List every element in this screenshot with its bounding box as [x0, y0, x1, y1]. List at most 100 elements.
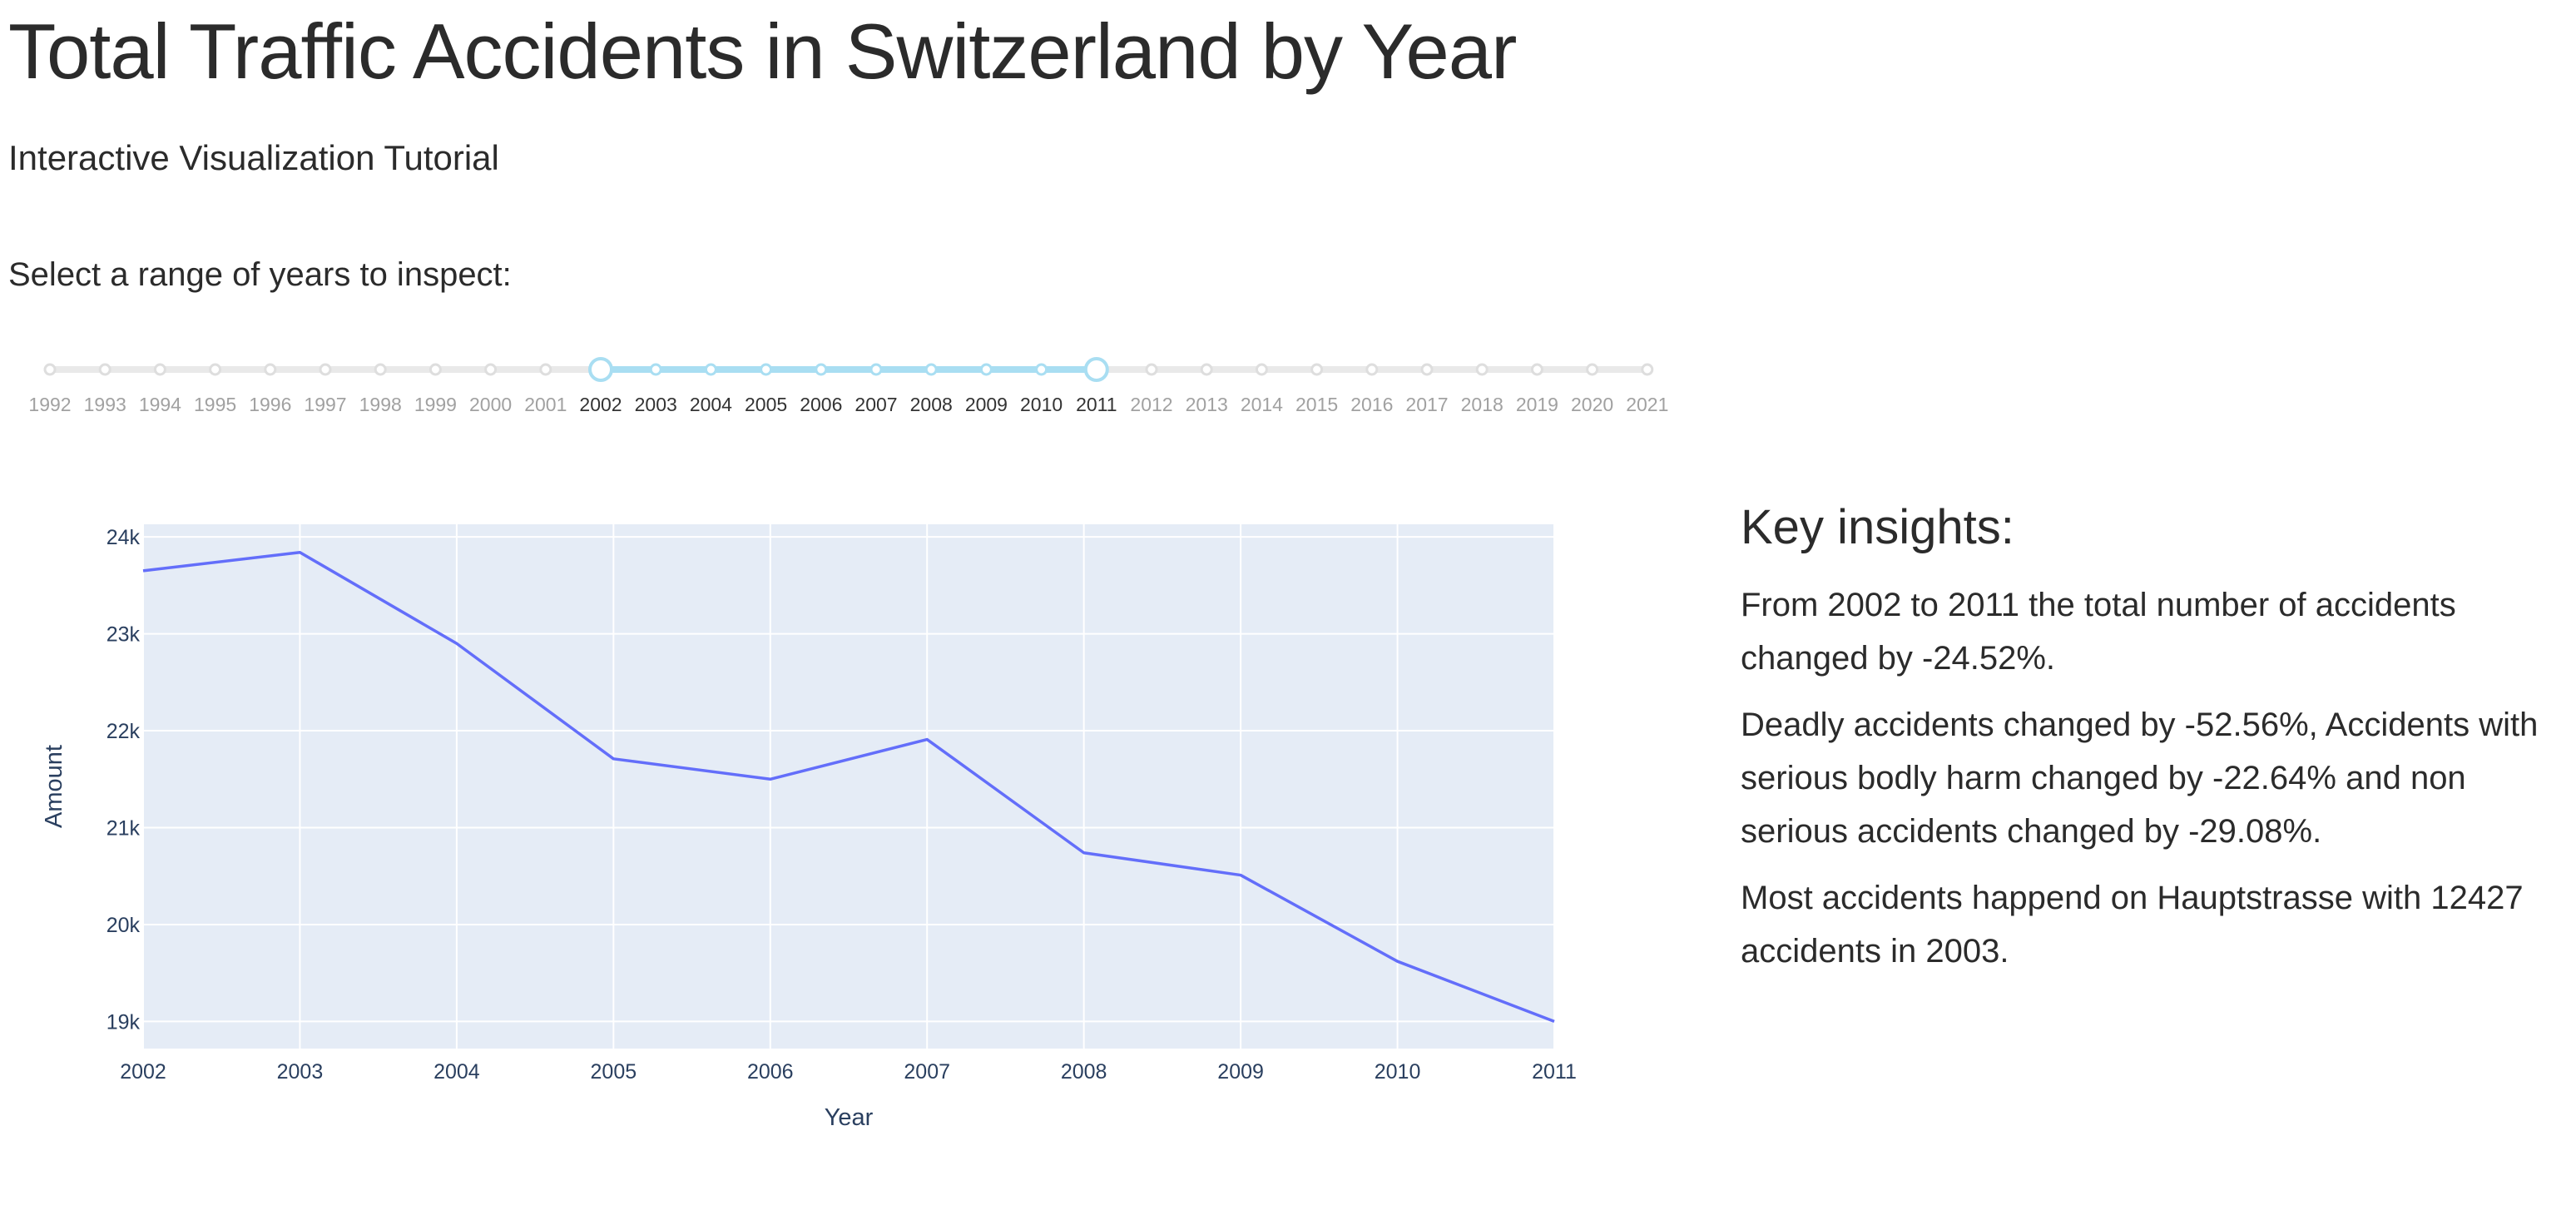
slider-dot-2019[interactable] [1530, 363, 1543, 376]
x-tick-label: 2010 [1375, 1060, 1421, 1084]
x-tick-label: 2011 [1532, 1060, 1577, 1084]
slider-dot-2015[interactable] [1310, 363, 1324, 376]
slider-year-label-2013[interactable]: 2013 [1186, 394, 1228, 415]
slider-year-label-2010[interactable]: 2010 [1020, 394, 1063, 415]
page-subtitle: Interactive Visualization Tutorial [8, 138, 499, 177]
insight-total-change: From 2002 to 2011 the total number of ac… [1741, 587, 2456, 677]
slider-year-label-2021[interactable]: 2021 [1626, 394, 1668, 415]
slider-dot-2004[interactable] [704, 363, 717, 376]
slider-year-label-1997[interactable]: 1997 [304, 394, 346, 415]
slider-year-label-2002[interactable]: 2002 [579, 394, 622, 415]
insights-heading: Key insights: [1741, 500, 2014, 554]
slider-year-label-2001[interactable]: 2001 [524, 394, 567, 415]
slider-dot-2001[interactable] [539, 363, 552, 376]
data-point-2009[interactable] [1238, 873, 1243, 878]
slider-dot-2005[interactable] [760, 363, 773, 376]
data-point-2006[interactable] [768, 776, 773, 781]
insight-severity-change: Deadly accidents changed by -52.56%, Acc… [1741, 707, 2539, 850]
slider-year-label-1993[interactable]: 1993 [84, 394, 126, 415]
slider-year-label-2015[interactable]: 2015 [1295, 394, 1338, 415]
data-point-2007[interactable] [924, 737, 929, 742]
y-axis-label: Amount [41, 745, 67, 828]
slider-dot-1996[interactable] [264, 363, 277, 376]
slider-dot-2021[interactable] [1641, 363, 1654, 376]
y-tick-label: 24k [107, 526, 141, 549]
slider-year-label-2017[interactable]: 2017 [1405, 394, 1448, 415]
accidents-line-chart[interactable]: 19k 20k 21k 22k 23k 24k 2002 2003 2004 2005 2006 20… [0, 483, 1598, 1132]
slider-year-label-1996[interactable]: 1996 [249, 394, 291, 415]
slider-dot-2008[interactable] [924, 363, 938, 376]
x-tick-label: 2005 [591, 1060, 637, 1084]
slider-year-label-2012[interactable]: 2012 [1130, 394, 1172, 415]
data-point-2005[interactable] [611, 756, 616, 761]
slider-year-label-2011[interactable]: 2011 [1076, 394, 1117, 415]
slider-year-label-1998[interactable]: 1998 [359, 394, 402, 415]
x-tick-label: 2002 [120, 1060, 166, 1084]
x-tick-label: 2003 [277, 1060, 324, 1084]
slider-dot-2006[interactable] [815, 363, 828, 376]
series-line[interactable] [142, 551, 1555, 1024]
slider-year-label-2020[interactable]: 2020 [1571, 394, 1613, 415]
slider-dot-2017[interactable] [1420, 363, 1434, 376]
slider-dot-1998[interactable] [374, 363, 387, 376]
slider-year-label-2009[interactable]: 2009 [965, 394, 1008, 415]
data-point-2010[interactable] [1395, 959, 1400, 964]
slider-dot-2016[interactable] [1365, 363, 1379, 376]
y-tick-label: 22k [107, 720, 141, 743]
slider-dot-2007[interactable] [869, 363, 883, 376]
slider-dot-1993[interactable] [98, 363, 111, 376]
slider-dot-2013[interactable] [1200, 363, 1213, 376]
x-axis-label: Year [825, 1104, 874, 1131]
data-point-2002[interactable] [141, 568, 146, 573]
slider-dot-2014[interactable] [1255, 363, 1268, 376]
year-range-slider[interactable]: 1992 1993 1994 1995 1996 1997 1998 1999 2000 2001… [0, 341, 1697, 424]
slider-dot-1999[interactable] [429, 363, 442, 376]
y-tick-label: 23k [107, 623, 141, 647]
slider-year-label-1994[interactable]: 1994 [139, 394, 181, 415]
slider-dot-2010[interactable] [1035, 363, 1048, 376]
plot-area [143, 524, 1554, 1049]
slider-dot-2012[interactable] [1145, 363, 1158, 376]
slider-dot-2009[interactable] [979, 363, 993, 376]
slider-year-label-2003[interactable]: 2003 [635, 394, 677, 415]
slider-dot-2020[interactable] [1586, 363, 1599, 376]
slider-year-label-2000[interactable]: 2000 [469, 394, 512, 415]
slider-year-label-2008[interactable]: 2008 [910, 394, 953, 415]
slider-year-label-2018[interactable]: 2018 [1461, 394, 1503, 415]
x-tick-label: 2009 [1217, 1060, 1264, 1084]
slider-year-label-2004[interactable]: 2004 [690, 394, 732, 415]
y-tick-label: 21k [107, 816, 141, 840]
slider-handle-end[interactable] [1083, 357, 1109, 382]
y-tick-label: 19k [107, 1010, 141, 1034]
data-point-2008[interactable] [1082, 851, 1087, 856]
data-point-2004[interactable] [454, 641, 459, 646]
x-tick-label: 2006 [747, 1060, 794, 1084]
slider-dot-1992[interactable] [43, 363, 57, 376]
data-point-2003[interactable] [297, 550, 302, 555]
slider-dot-2000[interactable] [484, 363, 498, 376]
slider-year-label-2005[interactable]: 2005 [745, 394, 787, 415]
slider-dot-2003[interactable] [649, 363, 662, 376]
slider-year-label-2014[interactable]: 2014 [1241, 394, 1283, 415]
x-tick-label: 2008 [1061, 1060, 1107, 1084]
slider-dot-1995[interactable] [209, 363, 222, 376]
slider-dot-2018[interactable] [1475, 363, 1489, 376]
slider-year-label-2007[interactable]: 2007 [855, 394, 897, 415]
range-selector-label: Select a range of years to inspect: [8, 256, 512, 293]
slider-year-label-2006[interactable]: 2006 [800, 394, 842, 415]
key-insights-panel: Key insights: From 2002 to 2011 the tota… [1741, 499, 2573, 991]
y-tick-label: 20k [107, 914, 141, 937]
x-tick-label: 2007 [904, 1060, 950, 1084]
slider-year-label-1999[interactable]: 1999 [414, 394, 457, 415]
page-title: Total Traffic Accidents in Switzerland b… [8, 7, 1517, 95]
slider-year-label-1992[interactable]: 1992 [28, 394, 71, 415]
slider-year-label-2019[interactable]: 2019 [1516, 394, 1558, 415]
x-tick-label: 2004 [433, 1060, 480, 1084]
slider-dot-1997[interactable] [319, 363, 332, 376]
insight-top-street: Most accidents happend on Hauptstrasse w… [1741, 880, 2524, 970]
slider-handle-start[interactable] [588, 357, 613, 382]
slider-dot-1994[interactable] [153, 363, 166, 376]
slider-year-label-2016[interactable]: 2016 [1350, 394, 1393, 415]
slider-year-label-1995[interactable]: 1995 [194, 394, 236, 415]
data-point-2011[interactable] [1552, 1019, 1557, 1024]
